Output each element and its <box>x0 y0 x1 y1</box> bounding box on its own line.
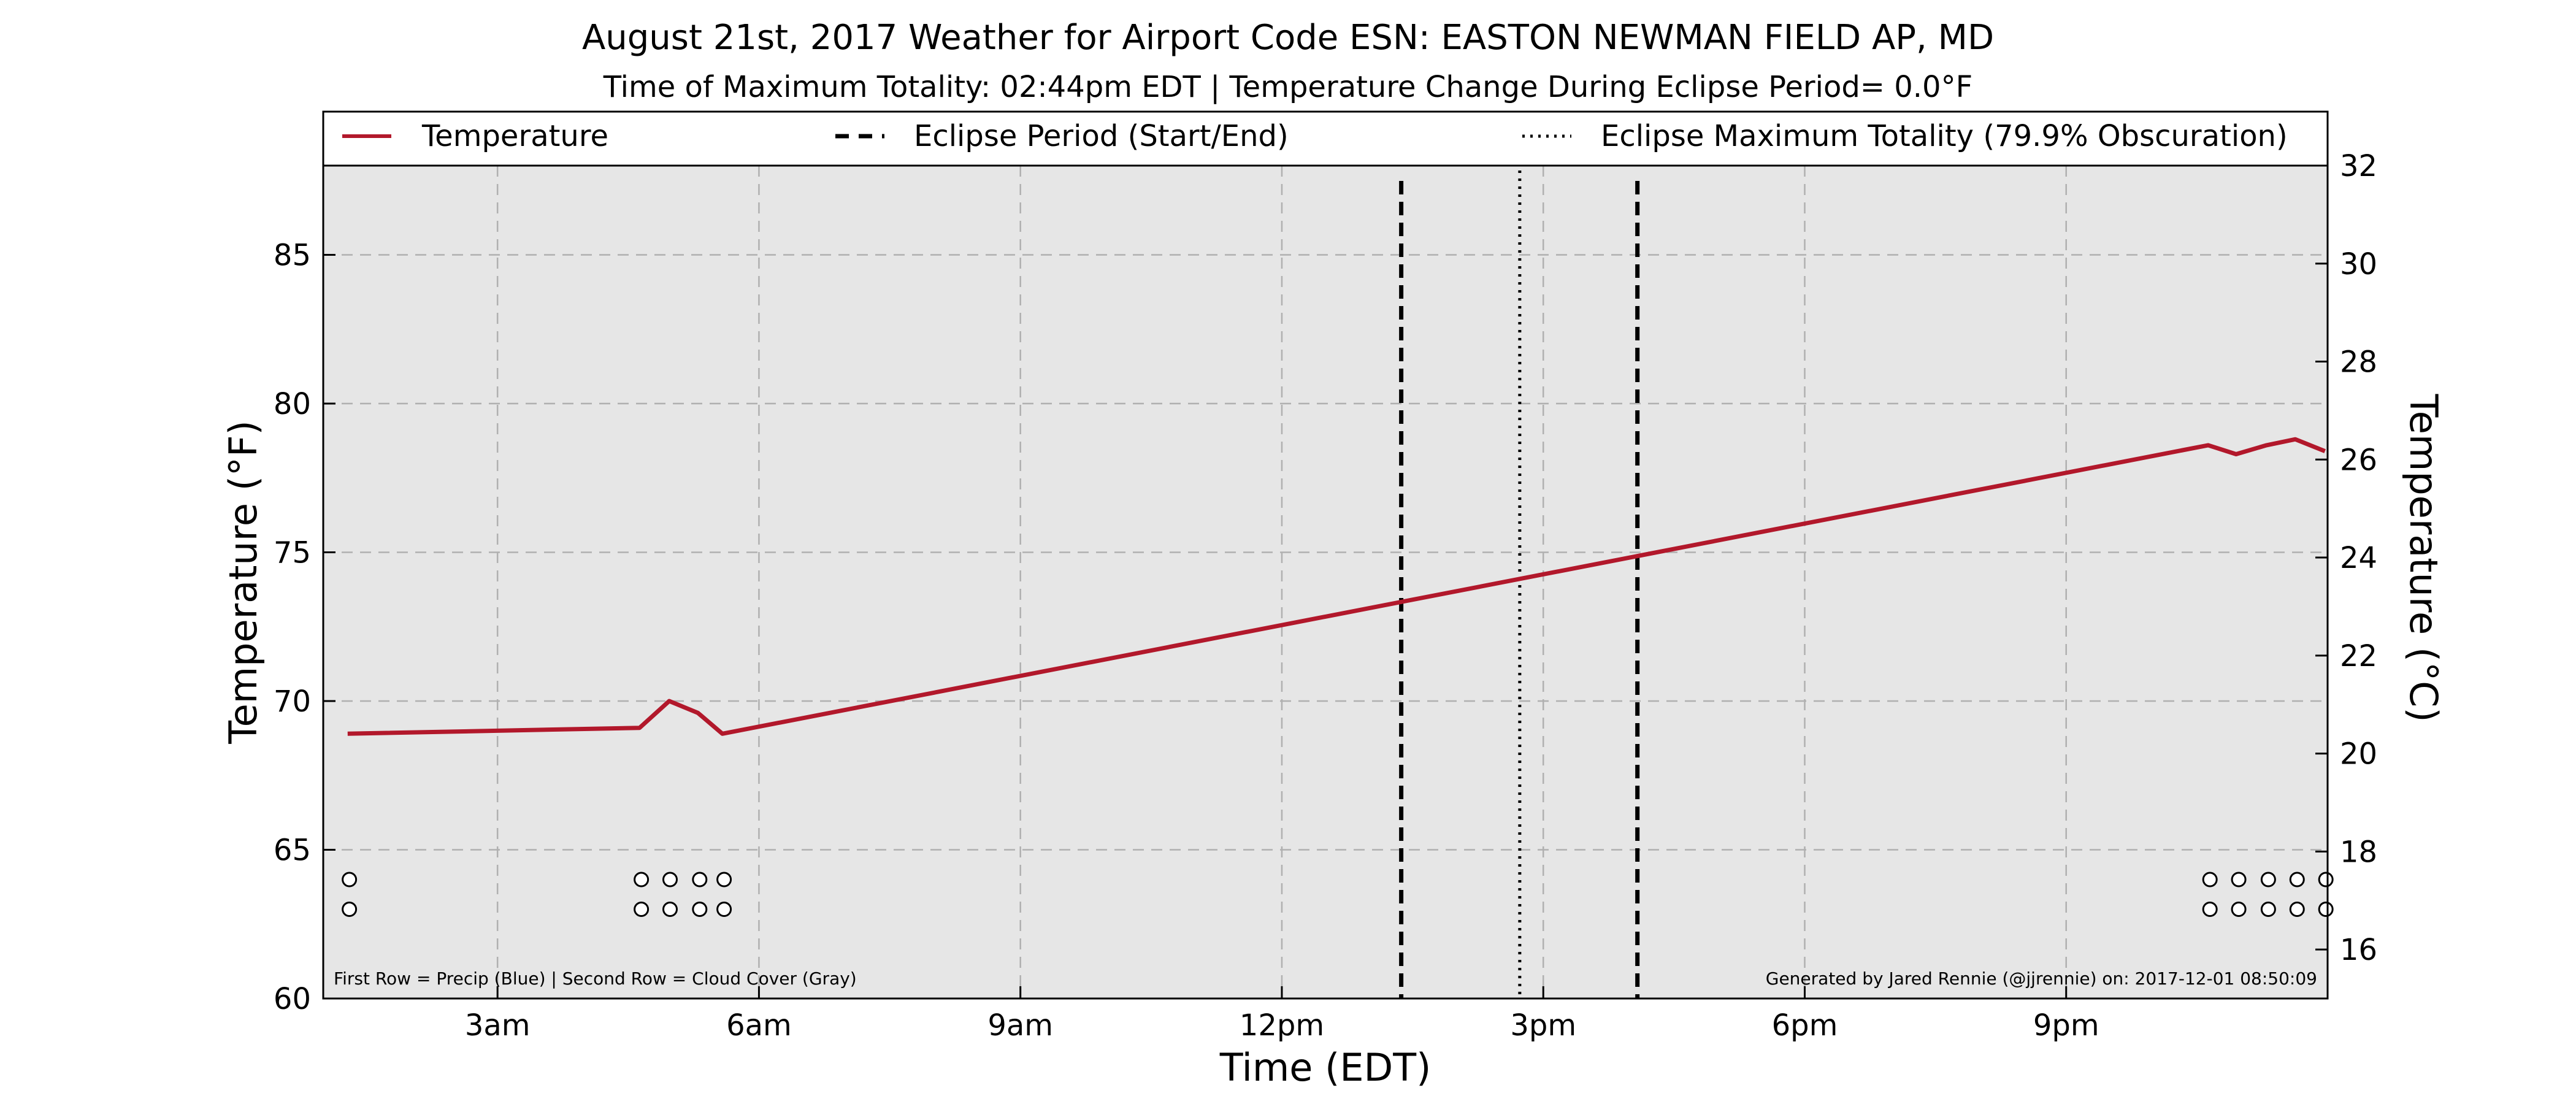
y-tick-label-right: 30 <box>2340 247 2377 282</box>
y-tick-label-right: 32 <box>2340 149 2377 183</box>
x-axis-title: Time (EDT) <box>1219 1045 1432 1090</box>
series-layer <box>347 437 2326 736</box>
y-tick-label-left: 65 <box>274 834 311 868</box>
marker-rows <box>342 872 2334 917</box>
cloud-cover-marker <box>2289 902 2305 917</box>
chart-title: August 21st, 2017 Weather for Airport Co… <box>582 18 1994 58</box>
precip-marker <box>634 872 650 887</box>
plot-area <box>323 166 2328 999</box>
x-tick-label: 9am <box>987 1008 1053 1043</box>
legend-box <box>322 110 2329 167</box>
y-tick-label-left: 60 <box>274 982 311 1016</box>
y-tick-label-right: 26 <box>2340 443 2377 477</box>
y-axis-title-right: Temperature (°C) <box>2401 393 2446 722</box>
cloud-cover-marker <box>2231 902 2247 917</box>
footnote-right: Generated by Jared Rennie (@jjrennie) on… <box>1766 968 2317 989</box>
precip-marker <box>2202 872 2218 887</box>
y-tick-label-right: 22 <box>2340 639 2377 673</box>
precip-marker <box>662 872 678 887</box>
precip-marker <box>2289 872 2305 887</box>
footnote-left: First Row = Precip (Blue) | Second Row =… <box>334 968 857 989</box>
precip-marker <box>716 872 732 887</box>
precip-marker <box>2231 872 2247 887</box>
x-tick-label: 6pm <box>1772 1008 1838 1043</box>
cloud-cover-marker <box>662 902 678 917</box>
y-tick-label-left: 70 <box>274 684 311 719</box>
x-tick-label: 9pm <box>2033 1008 2099 1043</box>
legend: Temperature Eclipse Period (Start/End) E… <box>322 110 2329 167</box>
precip-marker <box>2260 872 2276 887</box>
y-tick-label-left: 85 <box>274 239 311 273</box>
y-tick-label-right: 24 <box>2340 541 2377 575</box>
cloud-cover-marker <box>716 902 732 917</box>
cloud-cover-marker <box>692 902 708 917</box>
y-axis-title-left: Temperature (°F) <box>221 420 266 744</box>
x-tick-label: 6am <box>726 1008 792 1043</box>
x-axis: 3am 6am 9am 12pm 3pm 6pm 9pm <box>465 986 2099 1043</box>
cloud-cover-marker <box>342 902 358 917</box>
cloud-cover-marker <box>2260 902 2276 917</box>
precip-marker <box>692 872 708 887</box>
cloud-cover-marker <box>2202 902 2218 917</box>
x-tick-label: 3pm <box>1510 1008 1576 1043</box>
y-tick-label-right: 18 <box>2340 835 2377 869</box>
legend-temperature-label: Temperature <box>421 119 608 153</box>
legend-eclipse-period-label: Eclipse Period (Start/End) <box>914 119 1289 153</box>
y-tick-label-right: 28 <box>2340 345 2377 380</box>
x-tick-label: 12pm <box>1240 1008 1324 1043</box>
precip-marker <box>2318 872 2334 887</box>
y-axis-right: 16 18 20 22 24 26 28 30 32 <box>2315 149 2377 967</box>
y-axis-left: 60 65 70 75 80 85 <box>274 239 335 1016</box>
temperature-line <box>347 437 2326 736</box>
grid-lines <box>323 166 2328 1000</box>
y-tick-label-right: 20 <box>2340 737 2377 772</box>
y-tick-label-right: 16 <box>2340 933 2377 967</box>
y-tick-label-left: 75 <box>274 536 311 570</box>
x-tick-label: 3am <box>465 1008 531 1043</box>
chart-subtitle: Time of Maximum Totality: 02:44pm EDT | … <box>603 70 1972 104</box>
precip-marker <box>342 872 358 887</box>
eclipse-lines <box>1399 171 1640 999</box>
legend-max-totality-label: Eclipse Maximum Totality (79.9% Obscurat… <box>1601 119 2288 153</box>
cloud-cover-marker <box>2318 902 2334 917</box>
y-tick-label-left: 80 <box>274 387 311 421</box>
cloud-cover-marker <box>634 902 650 917</box>
